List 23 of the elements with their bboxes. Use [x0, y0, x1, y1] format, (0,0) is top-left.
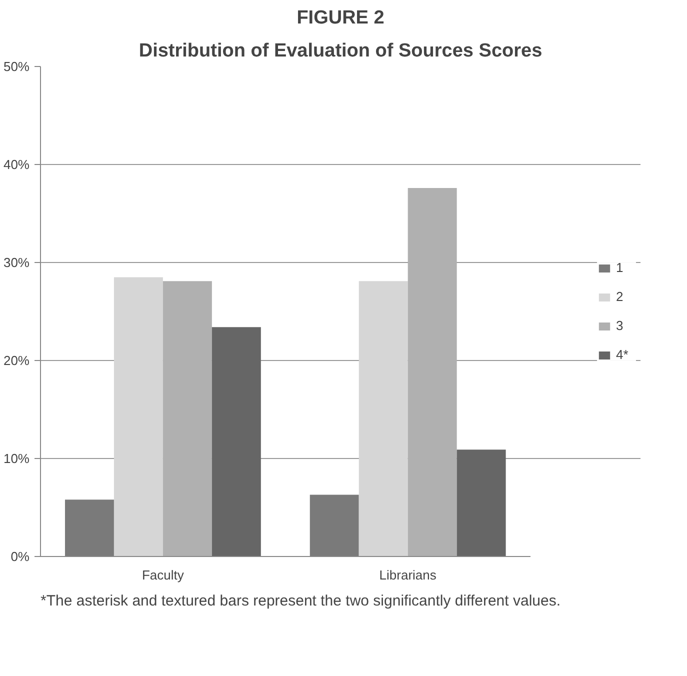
- chart-title: FIGURE 2: [296, 8, 384, 28]
- bar: [162, 281, 212, 556]
- bar: [64, 500, 114, 556]
- y-tick-label: 50%: [3, 59, 30, 74]
- bar: [212, 327, 261, 556]
- y-tick-label: 30%: [3, 255, 30, 270]
- y-tick-label: 20%: [3, 353, 30, 368]
- x-tick-label: Librarians: [379, 568, 437, 582]
- legend-label: 1: [616, 260, 624, 275]
- text: *The asterisk and textured bars represent the two significantly different values.: [40, 592, 560, 610]
- legend-label: 4*: [616, 347, 630, 362]
- bar: [114, 277, 163, 556]
- y-tick-label: 0%: [10, 549, 30, 564]
- x-tick-label: Faculty: [142, 568, 184, 582]
- bar: [408, 188, 457, 556]
- y-tick-label: 40%: [3, 157, 30, 172]
- legend-label: 2: [616, 289, 624, 304]
- bar: [310, 494, 359, 556]
- y-tick-label: 10%: [3, 451, 30, 466]
- bar: [358, 281, 408, 556]
- chart-subtitle: Distribution of Evaluation of Sources Scores: [138, 40, 542, 62]
- bar: [456, 450, 506, 556]
- legend-label: 3: [616, 318, 624, 333]
